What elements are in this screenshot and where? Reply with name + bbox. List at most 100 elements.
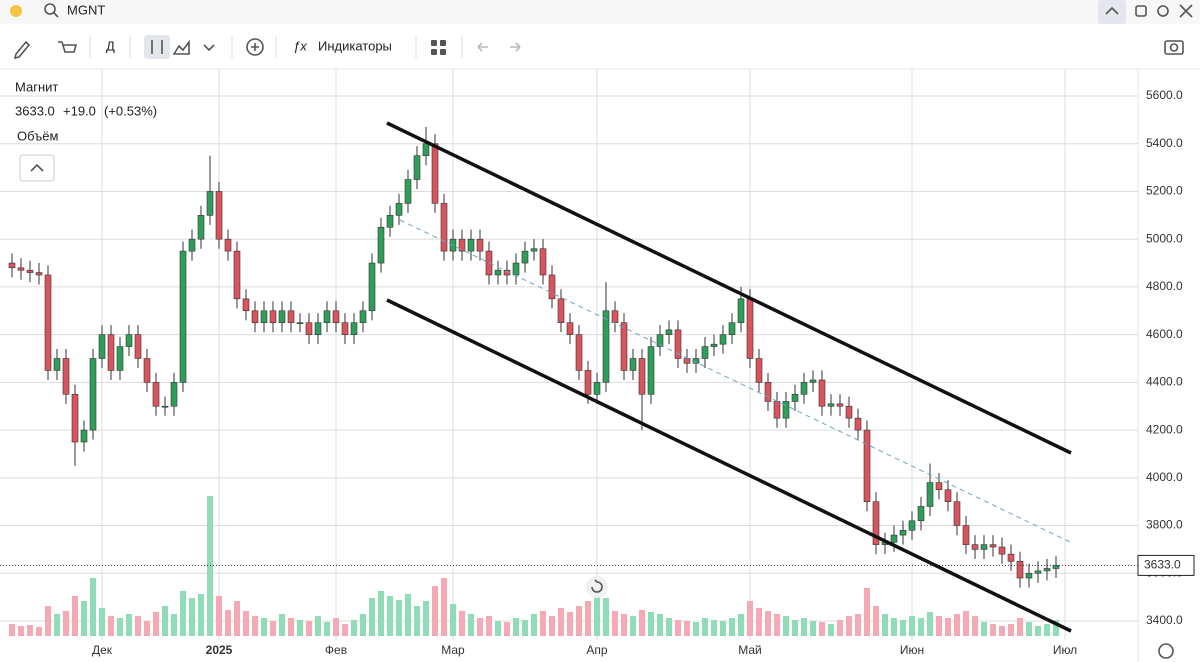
window-button[interactable]: [1135, 5, 1147, 17]
y-tick-label: 5200.0: [1146, 184, 1183, 198]
candle-body: [782, 401, 790, 419]
volume-bar: [1026, 622, 1032, 636]
volume-bar: [648, 612, 654, 636]
volume-bar: [738, 614, 744, 636]
screenshot-button[interactable]: [1164, 40, 1184, 55]
undo-button[interactable]: [477, 42, 488, 52]
volume-bar: [927, 612, 933, 636]
volume-bar: [234, 601, 240, 636]
candle-body: [71, 393, 79, 443]
candle-body: [206, 191, 214, 216]
volume-bar: [756, 608, 762, 636]
volume-bar: [720, 621, 726, 636]
volume-bar: [873, 606, 879, 636]
candle-body: [197, 215, 205, 240]
candle-body: [242, 298, 250, 312]
candle-body: [404, 179, 412, 204]
volume-bar: [693, 622, 699, 636]
channel-upper-line[interactable]: [386, 121, 1072, 455]
volume-bar: [1035, 626, 1041, 636]
volume-bar: [846, 616, 852, 636]
candle-body: [62, 358, 70, 395]
layout-button[interactable]: [431, 40, 446, 55]
candle-body: [971, 544, 979, 550]
redo-button[interactable]: [510, 42, 521, 52]
volume-bar: [324, 622, 330, 636]
candle-body: [611, 310, 619, 324]
volume-bar: [18, 626, 24, 636]
cart-button[interactable]: [58, 41, 78, 53]
volume-bar: [684, 621, 690, 636]
volume-bar: [279, 614, 285, 636]
candle-body: [998, 546, 1006, 555]
timeframe-button[interactable]: Д: [106, 38, 115, 53]
candle-body: [980, 544, 988, 550]
candle-body: [647, 346, 655, 395]
candle-body: [566, 322, 574, 335]
indicators-button[interactable]: Индикаторы: [318, 38, 392, 53]
candle-body: [386, 215, 394, 228]
ticker-search[interactable]: MGNT: [67, 2, 105, 17]
candle-body: [44, 274, 52, 371]
y-tick-label: 4800.0: [1146, 279, 1183, 293]
collapse-button[interactable]: [1098, 0, 1126, 24]
volume-bar: [864, 588, 870, 636]
volume-bar: [81, 601, 87, 636]
collapse-legend-button[interactable]: [19, 154, 55, 182]
candle-body: [926, 482, 934, 507]
volume-bar: [360, 614, 366, 636]
draw-button[interactable]: [13, 40, 31, 60]
candle-body: [845, 405, 853, 419]
candles-button[interactable]: [144, 35, 170, 59]
candle-body: [440, 203, 448, 252]
candle-body: [494, 269, 502, 276]
candle-body: [953, 501, 961, 526]
chart-type-dropdown[interactable]: [203, 44, 215, 52]
axis-settings-button[interactable]: [1158, 643, 1174, 659]
volume-bar: [468, 614, 474, 636]
candle-body: [287, 310, 295, 324]
volume-bar: [558, 608, 564, 636]
volume-bar: [216, 596, 222, 636]
volume-bar: [432, 586, 438, 636]
volume-bar: [621, 614, 627, 636]
candle-body: [836, 403, 844, 407]
settings-button[interactable]: [1157, 5, 1169, 17]
candle-body: [809, 379, 817, 383]
channel-lower-line[interactable]: [386, 298, 1072, 633]
candle-body: [863, 429, 871, 502]
search-icon-handle: [53, 12, 59, 18]
candle-body: [179, 250, 187, 383]
volume-bar: [414, 606, 420, 636]
volume-bar: [801, 618, 807, 636]
volume-bar: [396, 600, 402, 636]
area-button[interactable]: [172, 39, 190, 55]
candle-body: [368, 262, 376, 312]
reset-button[interactable]: [586, 576, 608, 598]
candle-body: [872, 501, 880, 545]
candle-body: [728, 322, 736, 335]
candle-body: [629, 358, 637, 371]
search-icon[interactable]: [44, 3, 56, 15]
add-button[interactable]: [246, 38, 264, 56]
volume-bar: [27, 625, 33, 636]
volume-bar: [189, 598, 195, 636]
volume-bar: [495, 621, 501, 636]
candle-body: [539, 248, 547, 276]
volume-bar: [675, 620, 681, 636]
volume-bar: [585, 601, 591, 636]
volume-bar: [63, 611, 69, 636]
channel-mid-line[interactable]: [399, 219, 1071, 543]
add-icon: [251, 43, 259, 51]
candle-body: [827, 403, 835, 407]
candle-body: [575, 334, 583, 371]
volume-bar: [855, 614, 861, 636]
volume-bar: [981, 622, 987, 636]
candle-body: [224, 238, 232, 252]
volume-bar: [837, 620, 843, 636]
fx-icon: ƒx: [293, 38, 307, 53]
volume-bar: [315, 616, 321, 636]
volume-bar: [477, 618, 483, 636]
candle-body: [359, 310, 367, 324]
candle-body: [476, 238, 484, 252]
